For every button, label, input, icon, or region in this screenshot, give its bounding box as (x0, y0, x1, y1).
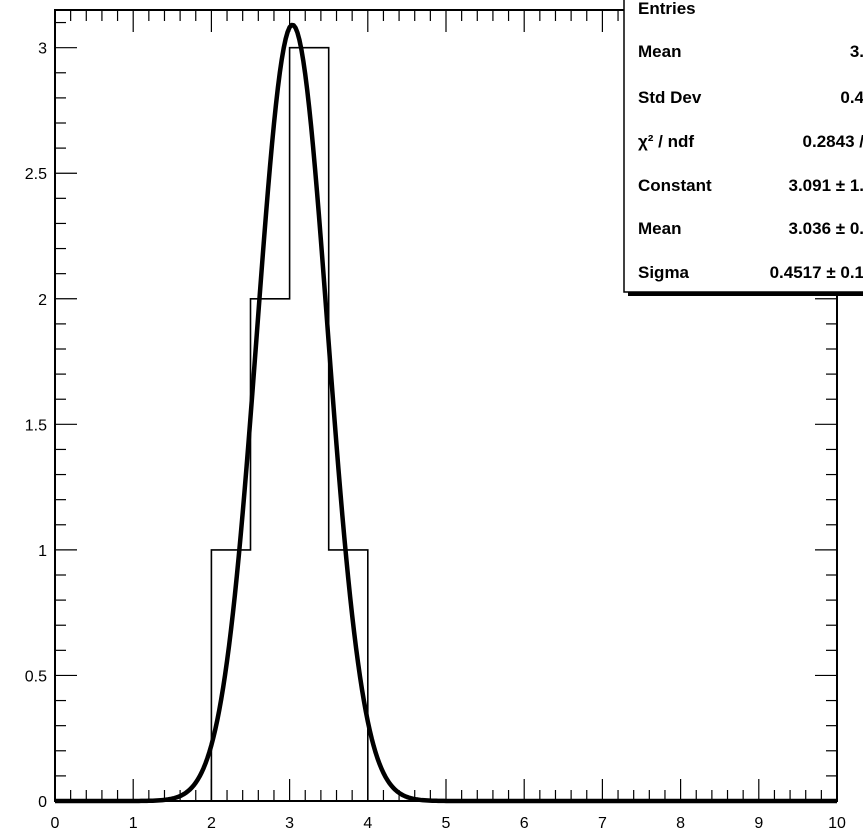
stats-row-label: Std Dev (638, 88, 702, 107)
y-tick-label: 2 (38, 292, 47, 309)
x-tick-label: 1 (129, 815, 138, 832)
stats-row-value: 3.091 ± 1. (789, 176, 863, 195)
stats-row-value: 3. (850, 42, 863, 61)
stats-row-value: 0.2843 / (803, 132, 863, 151)
stats-row-label: Constant (638, 176, 712, 195)
y-tick-label: 0 (38, 794, 47, 811)
x-tick-label: 6 (520, 815, 529, 832)
y-tick-label: 2.5 (25, 166, 47, 183)
x-tick-label: 5 (442, 815, 451, 832)
y-tick-label: 1 (38, 543, 47, 560)
stats-box: Entries Mean 3. Std Dev 0.4 χ² / ndf 0.2843 / C… (624, 0, 863, 296)
y-tick-label: 0.5 (25, 668, 47, 685)
x-tick-label: 7 (598, 815, 607, 832)
x-tick-label: 9 (754, 815, 763, 832)
x-tick-label: 10 (828, 815, 846, 832)
x-tick-label: 2 (207, 815, 216, 832)
stats-row-label: Mean (638, 219, 681, 238)
stats-row-label: Entries (638, 0, 696, 18)
stats-row-label: Sigma (638, 263, 690, 282)
stats-row-value: 3.036 ± 0. (789, 219, 863, 238)
stats-row-value: 0.4517 ± 0.1 (770, 263, 863, 282)
y-tick-label: 1.5 (25, 417, 47, 434)
x-tick-label: 3 (285, 815, 294, 832)
y-tick-label: 3 (38, 41, 47, 58)
stats-row-label: Mean (638, 42, 681, 61)
x-tick-label: 4 (363, 815, 372, 832)
stats-row-value: 0.4 (840, 88, 863, 107)
x-tick-label: 8 (676, 815, 685, 832)
stats-row-label: χ² / ndf (638, 132, 694, 151)
x-tick-label: 0 (51, 815, 60, 832)
